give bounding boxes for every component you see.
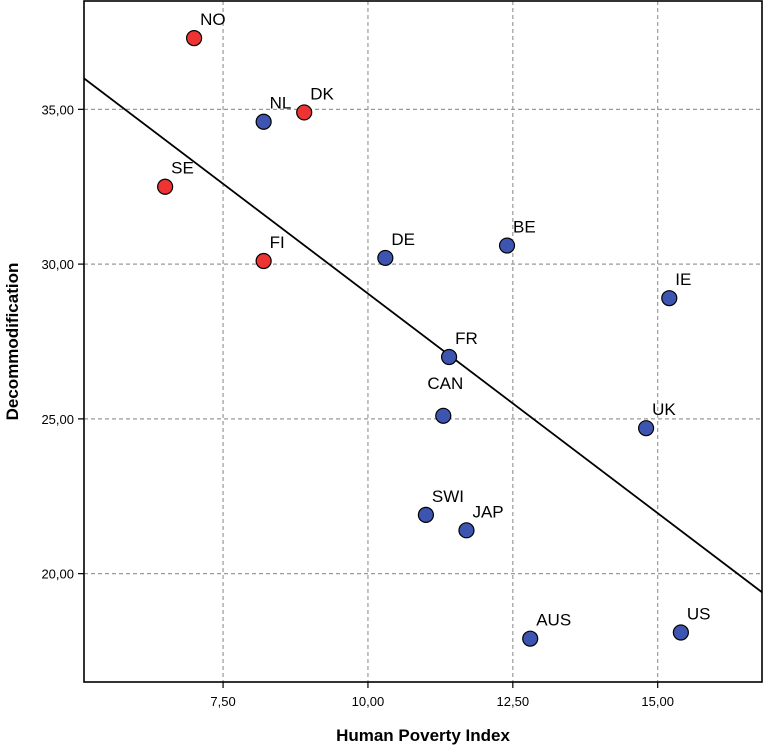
fit-line bbox=[83, 77, 763, 593]
point-label-can: CAN bbox=[427, 374, 463, 393]
point-label-se: SE bbox=[171, 159, 194, 178]
point-de bbox=[377, 249, 394, 267]
point-label-aus: AUS bbox=[536, 611, 571, 630]
x-tick-label-0: 7,50 bbox=[210, 694, 235, 709]
x-tick-label-2: 12,50 bbox=[497, 694, 530, 709]
point-label-uk: UK bbox=[652, 400, 676, 419]
point-label-de: DE bbox=[391, 230, 415, 249]
point-uk bbox=[638, 420, 655, 437]
x-axis-title: Human Poverty Index bbox=[336, 726, 510, 745]
point-can bbox=[435, 407, 452, 424]
point-label-ie: IE bbox=[675, 270, 691, 289]
point-se bbox=[157, 178, 174, 195]
y-axis-title: Decommodification bbox=[3, 263, 22, 421]
point-label-dk: DK bbox=[310, 84, 334, 103]
point-aus bbox=[522, 630, 539, 647]
point-label-us: US bbox=[687, 604, 711, 623]
point-ie bbox=[661, 290, 678, 307]
point-swi bbox=[417, 506, 434, 523]
point-jap bbox=[458, 522, 475, 539]
point-us bbox=[672, 624, 689, 641]
point-fr bbox=[440, 348, 458, 366]
point-no bbox=[186, 30, 203, 47]
plot-frame bbox=[83, 0, 763, 683]
x-tick-label-1: 10,00 bbox=[352, 694, 385, 709]
point-fi bbox=[255, 252, 272, 270]
point-be bbox=[498, 237, 516, 254]
y-tick-label-3: 35,00 bbox=[41, 102, 74, 117]
point-label-swi: SWI bbox=[432, 487, 464, 506]
point-label-nl: NL bbox=[270, 94, 292, 113]
point-label-be: BE bbox=[513, 218, 536, 237]
y-tick-label-0: 20,00 bbox=[41, 567, 74, 582]
point-dk bbox=[296, 104, 313, 121]
y-tick-label-2: 30,00 bbox=[41, 257, 74, 272]
x-tick-label-3: 15,00 bbox=[641, 694, 674, 709]
point-label-fr: FR bbox=[455, 329, 478, 348]
point-nl bbox=[255, 113, 272, 130]
y-tick-label-1: 25,00 bbox=[41, 412, 74, 427]
point-label-jap: JAP bbox=[472, 502, 503, 521]
point-label-fi: FI bbox=[270, 233, 285, 252]
point-label-no: NO bbox=[200, 10, 226, 29]
